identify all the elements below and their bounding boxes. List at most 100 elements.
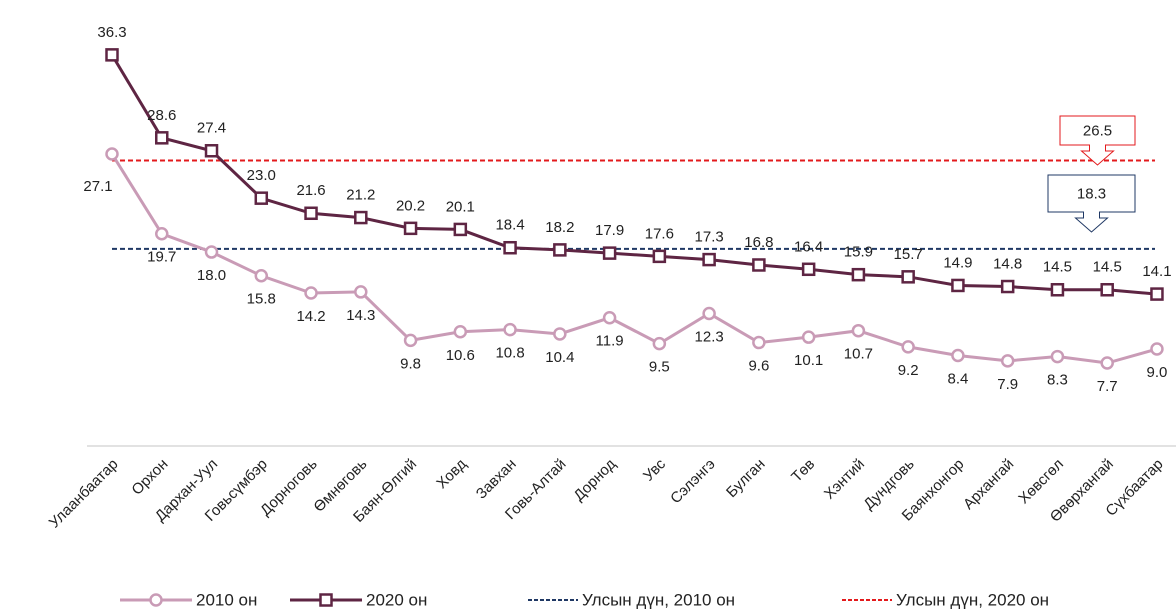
data-label: 8.4 <box>947 370 968 387</box>
callout-label: 18.3 <box>1077 185 1106 202</box>
point <box>204 245 219 259</box>
point <box>254 191 269 205</box>
data-label: 10.1 <box>794 352 823 369</box>
data-label: 14.1 <box>1142 263 1171 280</box>
data-label: 14.5 <box>1043 259 1072 276</box>
point <box>652 249 667 264</box>
legend-label: Улсын дүн, 2010 он <box>582 590 735 609</box>
callout-label: 26.5 <box>1083 122 1112 139</box>
data-label: 10.4 <box>545 349 574 366</box>
data-label: 8.3 <box>1047 372 1068 389</box>
data-label: 15.8 <box>247 291 276 308</box>
point <box>403 333 418 348</box>
legend-label: Улсын дүн, 2020 он <box>896 590 1049 609</box>
point <box>1100 283 1114 297</box>
x-tick-label: Орхон <box>128 456 171 499</box>
data-label: 14.3 <box>346 307 375 324</box>
data-label: 9.8 <box>400 355 421 372</box>
data-label: 27.4 <box>197 120 226 137</box>
point <box>851 267 866 282</box>
point <box>1150 342 1164 356</box>
data-label: 7.9 <box>997 376 1018 393</box>
data-label: 20.1 <box>446 198 475 215</box>
legend-label: 2020 он <box>366 590 427 609</box>
point <box>105 48 119 62</box>
data-label: 14.5 <box>1093 259 1122 276</box>
point <box>851 323 866 338</box>
data-label: 23.0 <box>247 167 276 184</box>
point <box>403 221 418 236</box>
legend-label: 2010 он <box>196 590 257 609</box>
point <box>1000 354 1015 368</box>
x-tick-label: Ховд <box>433 455 470 492</box>
point <box>254 269 269 283</box>
x-tick-label: Завхан <box>473 456 520 503</box>
x-tick-label: Дорнод <box>570 455 619 504</box>
data-label: 21.6 <box>296 182 325 199</box>
x-tick-label: Хөвсгөл <box>1015 456 1067 508</box>
data-label: 10.6 <box>446 347 475 364</box>
point <box>702 252 716 267</box>
data-label: 17.3 <box>695 229 724 246</box>
data-label: 28.6 <box>147 107 176 124</box>
point <box>801 330 816 344</box>
point <box>553 243 567 257</box>
point <box>652 336 667 351</box>
point <box>155 131 169 145</box>
x-tick-label: Увс <box>640 455 669 484</box>
data-label: 9.2 <box>898 362 919 379</box>
x-tick-label: Архангай <box>960 456 1017 513</box>
x-tick-label: Сэлэнгэ <box>667 455 719 507</box>
data-label: 16.4 <box>794 238 823 255</box>
point <box>354 210 368 225</box>
legend-marker <box>319 593 333 607</box>
point <box>1050 349 1065 364</box>
x-tick-label: Төв <box>788 456 818 486</box>
data-label: 10.7 <box>844 346 873 363</box>
series-line <box>110 54 1158 296</box>
point <box>602 311 617 325</box>
data-label: 9.5 <box>649 359 670 376</box>
point <box>951 278 965 293</box>
data-label: 18.0 <box>197 267 226 284</box>
point <box>304 206 318 221</box>
point <box>801 262 816 277</box>
data-label: 15.9 <box>844 244 873 261</box>
data-label: 18.4 <box>495 217 524 234</box>
point <box>105 147 119 161</box>
data-label: 9.0 <box>1147 364 1168 381</box>
data-label: 17.6 <box>645 225 674 242</box>
x-tick-label: Булган <box>723 456 768 501</box>
point <box>951 348 965 363</box>
data-label: 10.8 <box>495 345 524 362</box>
point <box>752 335 766 350</box>
series-line <box>110 153 1158 365</box>
point <box>453 325 468 339</box>
data-label: 19.7 <box>147 249 176 266</box>
point <box>901 340 915 354</box>
point <box>553 327 567 341</box>
point <box>354 285 368 299</box>
point <box>453 222 468 237</box>
x-tick-label: Улаанбаатар <box>46 456 122 532</box>
legend-marker <box>149 593 163 607</box>
data-label: 21.2 <box>346 187 375 204</box>
data-label: 36.3 <box>97 24 126 41</box>
point <box>752 258 766 272</box>
point <box>503 240 517 255</box>
callout-box <box>1059 115 1136 166</box>
point <box>602 246 617 260</box>
point <box>155 226 169 241</box>
data-label: 14.2 <box>296 308 325 325</box>
x-tick-label: Хэнтий <box>821 456 868 503</box>
data-label: 18.2 <box>545 219 574 236</box>
data-label: 27.1 <box>83 178 112 195</box>
callout-box <box>1047 174 1136 233</box>
point <box>702 306 716 321</box>
point <box>1100 356 1114 370</box>
point <box>1050 283 1065 297</box>
point <box>901 270 915 284</box>
data-label: 14.9 <box>943 254 972 271</box>
data-label: 7.7 <box>1097 378 1118 395</box>
